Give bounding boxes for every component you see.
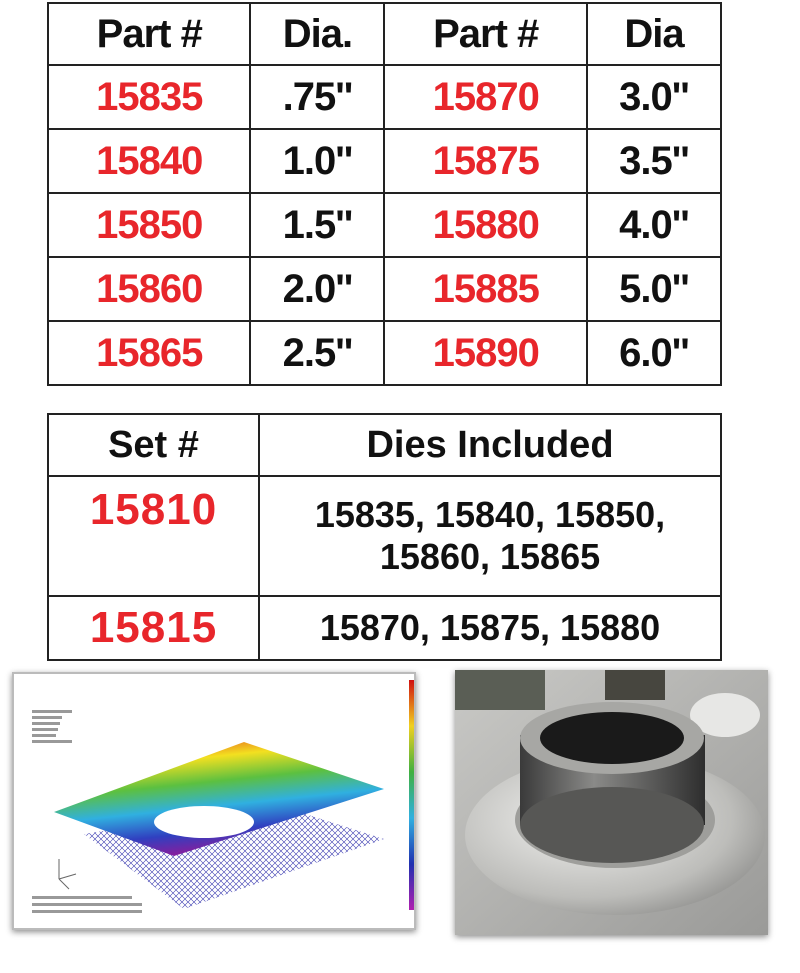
die-flange-photo bbox=[455, 670, 768, 935]
fea-simulation-image bbox=[12, 672, 416, 930]
header-set: Set # bbox=[47, 413, 260, 477]
table-header-row: Set # Dies Included bbox=[47, 413, 722, 477]
table-row: 15860 2.0'' 15885 5.0'' bbox=[46, 256, 723, 322]
diameter: 6.0'' bbox=[585, 320, 723, 386]
part-number: 15865 bbox=[46, 320, 252, 386]
dies-line: 15860, 15865 bbox=[379, 536, 601, 577]
table-row: 15865 2.5'' 15890 6.0'' bbox=[46, 320, 723, 386]
part-number: 15885 bbox=[383, 256, 588, 322]
stress-plate bbox=[54, 742, 384, 856]
part-number: 15880 bbox=[383, 192, 588, 258]
header-dia: Dia bbox=[585, 2, 723, 66]
table-row: 15840 1.0'' 15875 3.5'' bbox=[46, 128, 723, 194]
diameter: 3.5'' bbox=[585, 128, 723, 194]
dies-included: 15835, 15840, 15850, 15860, 15865 bbox=[258, 475, 722, 597]
set-number: 15815 bbox=[47, 595, 260, 661]
part-number: 15890 bbox=[383, 320, 588, 386]
diameter: 5.0'' bbox=[585, 256, 723, 322]
dies-line: 15835, 15840, 15850, bbox=[314, 494, 666, 535]
table-header-row: Part # Dia. Part # Dia bbox=[46, 2, 723, 66]
table-row: 15835.75'' 15870 3.0'' bbox=[46, 64, 723, 130]
table-row: 15850 1.5'' 15880 4.0'' bbox=[46, 192, 723, 258]
sets-table: Set # Dies Included 15810 15835, 15840, … bbox=[47, 413, 722, 661]
set-number: 15810 bbox=[47, 475, 260, 597]
part-number: 15860 bbox=[46, 256, 252, 322]
part-number: 15870 bbox=[383, 64, 588, 130]
part-number: 15850 bbox=[46, 192, 252, 258]
parts-table: Part # Dia. Part # Dia 15835.75'' 15870 3.… bbox=[46, 2, 723, 386]
header-part: Part # bbox=[383, 2, 588, 66]
diameter: 2.5'' bbox=[249, 320, 386, 386]
plate-hole bbox=[154, 806, 254, 838]
header-dia: Dia. bbox=[249, 2, 386, 66]
table-row: 15815 15870, 15875, 15880 bbox=[47, 595, 722, 661]
diameter: 2.0'' bbox=[249, 256, 386, 322]
part-number: 15840 bbox=[46, 128, 252, 194]
header-dies-included: Dies Included bbox=[258, 413, 722, 477]
tube-bore bbox=[540, 712, 684, 764]
header-part: Part # bbox=[46, 2, 252, 66]
diameter: 1.5'' bbox=[249, 192, 386, 258]
diameter: 4.0'' bbox=[585, 192, 723, 258]
diameter: 1.0'' bbox=[249, 128, 386, 194]
part-number: 15875 bbox=[383, 128, 588, 194]
part-number: 15835 bbox=[46, 64, 252, 130]
dies-included: 15870, 15875, 15880 bbox=[258, 595, 722, 661]
diameter: 3.0'' bbox=[585, 64, 723, 130]
diameter: .75'' bbox=[249, 64, 386, 130]
table-row: 15810 15835, 15840, 15850, 15860, 15865 bbox=[47, 475, 722, 597]
color-scale bbox=[409, 680, 415, 910]
